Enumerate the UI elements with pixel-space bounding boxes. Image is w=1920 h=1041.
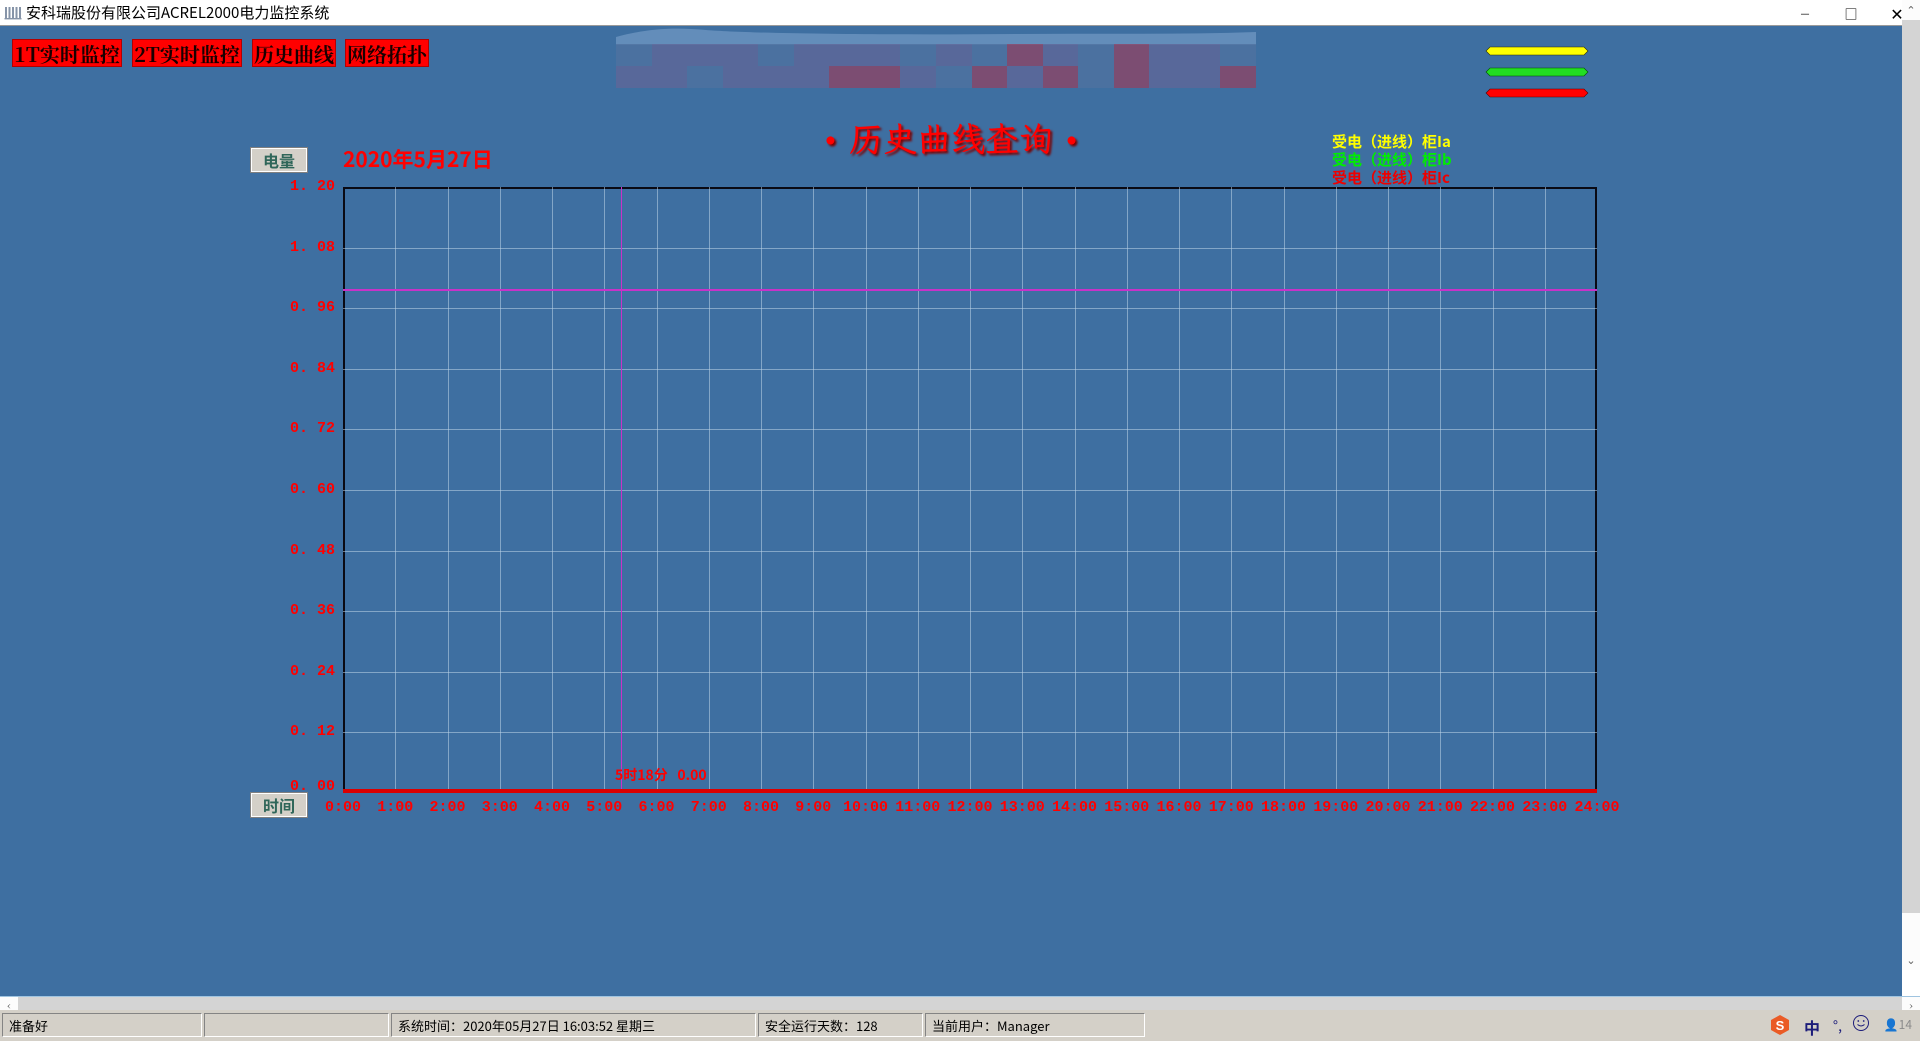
svg-text:S: S <box>1776 1018 1785 1033</box>
